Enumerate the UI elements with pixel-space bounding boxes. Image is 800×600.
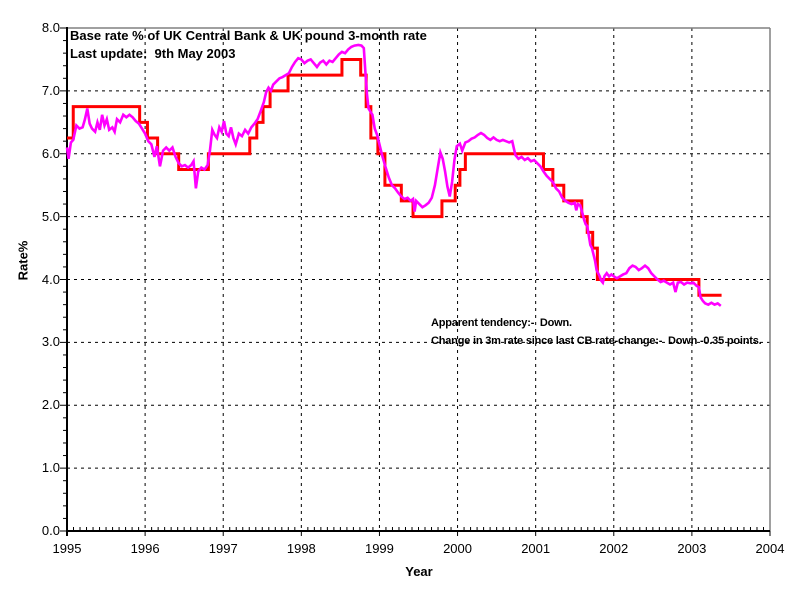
y-tick-label-0.0: 0.0 xyxy=(41,523,60,538)
y-tick-label-8.0: 8.0 xyxy=(41,20,60,35)
chart-title: Base rate % of UK Central Bank & UK poun… xyxy=(70,28,427,43)
x-tick-label-1996: 1996 xyxy=(130,541,160,556)
x-tick-label-2003: 2003 xyxy=(677,541,707,556)
y-tick-label-1.0: 1.0 xyxy=(41,460,60,476)
x-tick-label-2001: 2001 xyxy=(521,541,551,556)
y-tick-label-4.0: 4.0 xyxy=(41,271,60,287)
x-axis-title: Year xyxy=(405,564,433,579)
tendency-annotation: Apparent tendency:- Down. xyxy=(431,317,572,329)
y-tick-label-2.0: 2.0 xyxy=(41,397,60,413)
x-tick-label-1997: 1997 xyxy=(208,541,238,556)
y-tick-label-3.0: 3.0 xyxy=(41,334,60,350)
x-tick-label-2004: 2004 xyxy=(755,541,785,556)
y-tick-label-5.0: 5.0 xyxy=(41,208,60,224)
x-tick-label-1995: 1995 xyxy=(52,541,82,556)
y-tick-label-7.0: 7.0 xyxy=(41,82,60,98)
x-tick-label-1999: 1999 xyxy=(364,541,394,556)
uk-central-bank-base-rate-line xyxy=(67,57,722,297)
uk-pound-3-month-rate-line xyxy=(65,43,722,307)
chart-subtitle-last-update: Last update: 9th May 2003 xyxy=(70,46,236,61)
rate-change-annotation: Change in 3m rate since last CB rate-cha… xyxy=(431,335,762,347)
x-tick-label-1998: 1998 xyxy=(286,541,316,556)
x-tick-label-2000: 2000 xyxy=(443,541,472,556)
y-tick-label-6.0: 6.0 xyxy=(41,145,60,161)
x-tick-label-2002: 2002 xyxy=(599,541,629,556)
